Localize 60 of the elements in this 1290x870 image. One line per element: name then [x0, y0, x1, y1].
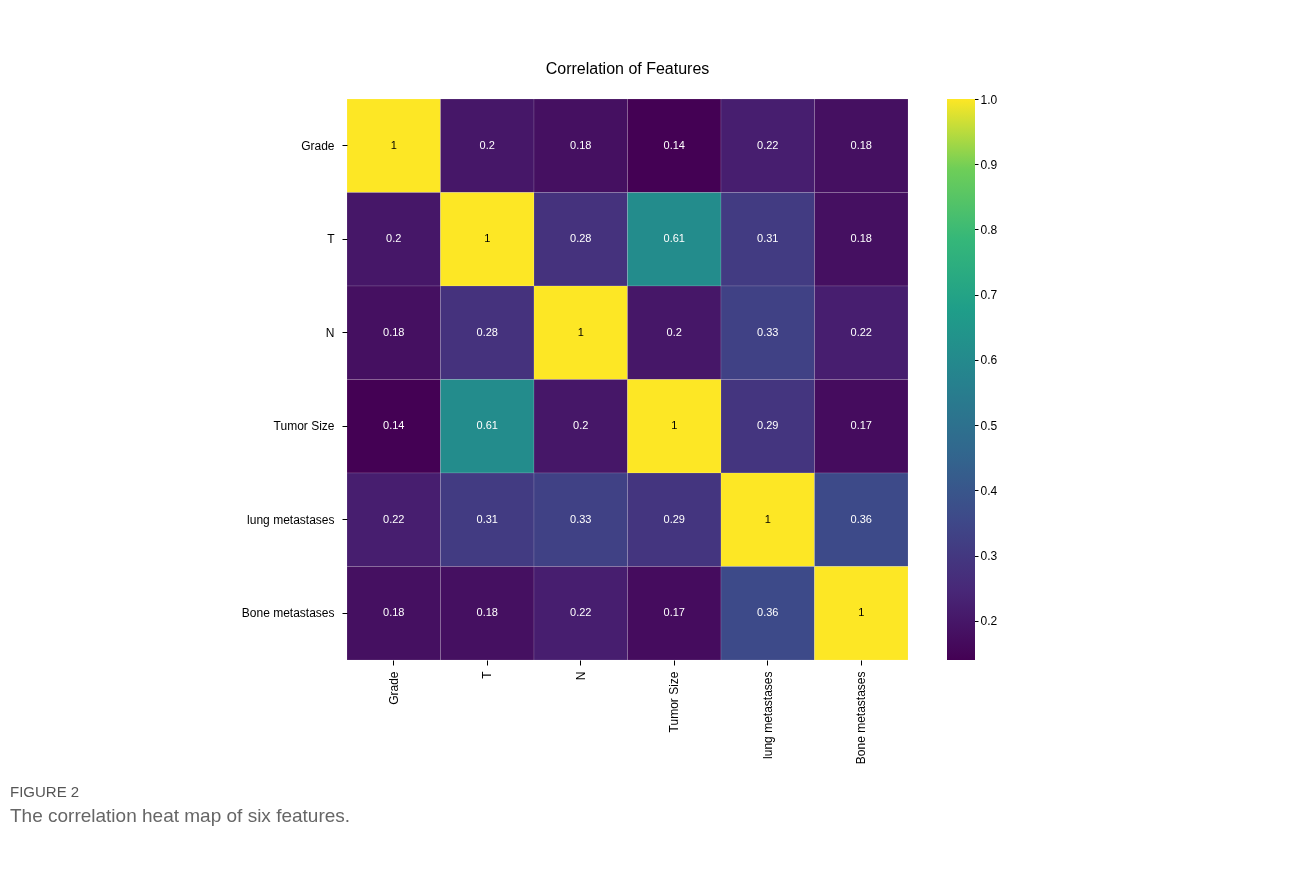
data-label: 0.2	[479, 138, 495, 151]
data-label: 0.36	[757, 606, 779, 619]
text: The correlation heat map of six features.	[10, 805, 351, 826]
color-bar-label: 0.5	[980, 418, 998, 433]
data-label: 0.17	[663, 606, 685, 619]
data-label: 0.18	[383, 606, 405, 619]
data-label: 0.28	[476, 325, 498, 338]
data-label: 0.36	[850, 512, 872, 525]
x-tick-label: lung metastases	[760, 671, 775, 759]
data-label: 1	[484, 232, 491, 245]
data-label: 0.31	[476, 512, 498, 525]
data-label: 1	[577, 325, 584, 338]
x-tick-label: N	[573, 671, 588, 681]
data-label: 0.18	[850, 232, 872, 245]
color-bar-label: 0.8	[980, 222, 998, 237]
caption: FIGURE 2	[10, 783, 80, 800]
x-tick-label: Grade	[386, 671, 401, 705]
color-bar-label: 0.2	[980, 614, 998, 629]
y-tick-label: N	[325, 325, 335, 340]
data-label: 0.31	[757, 232, 779, 245]
data-label: 0.18	[850, 138, 872, 151]
data-label: 0.18	[383, 325, 405, 338]
data-label: 0.61	[476, 419, 498, 432]
data-label: 1	[671, 419, 678, 432]
data-label: 0.17	[850, 419, 872, 432]
data-label: 0.28	[570, 232, 592, 245]
color-bar-label: 0.6	[980, 353, 998, 368]
color-bar-label: 0.3	[980, 549, 998, 564]
data-label: 0.22	[570, 606, 592, 619]
y-tick-label: Bone metastases	[241, 606, 335, 621]
data-label: 0.29	[663, 512, 685, 525]
chart-title: Correlation of Features	[545, 59, 710, 77]
x-tick-label: Bone metastases	[854, 671, 869, 765]
data-label: 0.2	[666, 325, 682, 338]
data-label: 0.22	[757, 138, 779, 151]
data-label: 0.2	[573, 419, 589, 432]
data-label: 0.14	[663, 138, 685, 151]
data-label: 1	[764, 512, 771, 525]
data-label: 1	[390, 138, 397, 151]
data-label: 0.14	[383, 419, 405, 432]
color-bar-label: 0.9	[980, 157, 998, 172]
data-label: 0.2	[386, 232, 402, 245]
color-bar-label: 1.0	[980, 92, 998, 107]
data-label: 0.18	[476, 606, 498, 619]
data-label: 0.61	[663, 232, 685, 245]
y-tick-label: lung metastases	[247, 512, 335, 527]
x-tick-label: Tumor Size	[667, 671, 682, 733]
y-tick-label: T	[327, 232, 336, 247]
data-label: 0.22	[383, 512, 405, 525]
data-label: 0.22	[850, 325, 872, 338]
data-label: 0.33	[570, 512, 592, 525]
y-tick-label: Grade	[301, 138, 335, 153]
data-label: 1	[858, 606, 865, 619]
data-label: 0.18	[570, 138, 592, 151]
color-bar-label: 0.7	[980, 288, 998, 303]
x-tick-label: T	[480, 670, 495, 679]
color-bar-label: 0.4	[980, 483, 998, 498]
y-tick-label: Tumor Size	[273, 419, 335, 434]
data-label: 0.29	[757, 419, 779, 432]
data-label: 0.33	[757, 325, 779, 338]
